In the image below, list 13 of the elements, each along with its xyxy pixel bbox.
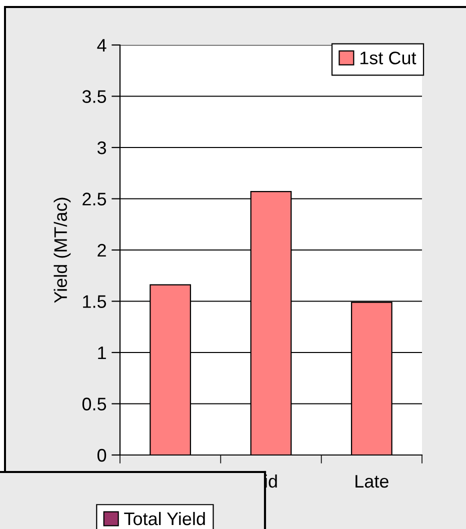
- y-tick-label: 1.5: [83, 295, 106, 308]
- y-tick-label: 4: [97, 39, 106, 52]
- y-tick-label: 1: [98, 346, 106, 360]
- y-tick-label: 3.5: [82, 90, 106, 103]
- y-tick-label: 0.5: [82, 398, 106, 410]
- y-tick-label: 0: [97, 448, 106, 462]
- legend-label: 1st Cut: [360, 52, 416, 64]
- y-tick-label: 2.5: [82, 192, 106, 206]
- y-tick-label: 3: [97, 141, 106, 154]
- y-axis-title: Yield (MT/ac): [54, 198, 71, 303]
- legend-label: Total Yield: [124, 512, 205, 526]
- y-tick-label: 2: [98, 244, 106, 257]
- x-tick-label: Late: [356, 475, 388, 488]
